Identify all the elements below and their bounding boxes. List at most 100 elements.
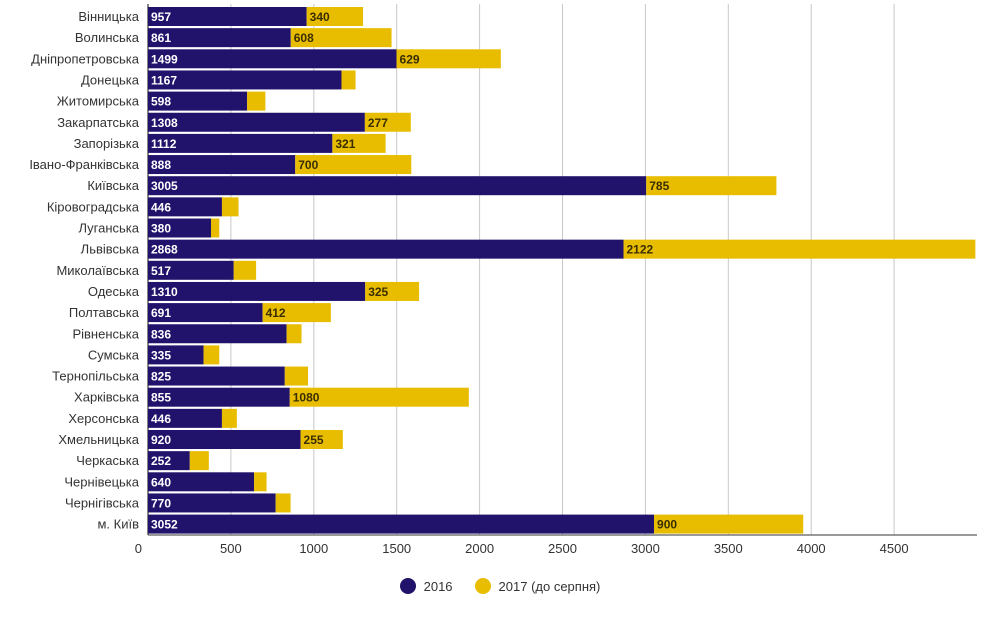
- x-tick-label: 1500: [382, 541, 411, 556]
- bar-2017[interactable]: [341, 70, 356, 90]
- bar-2017[interactable]: [286, 324, 302, 344]
- bar-2017[interactable]: [646, 176, 777, 196]
- legend-swatch-2016: [399, 578, 416, 594]
- category-label: Житомирська: [57, 94, 140, 109]
- data-label-2017: 277: [368, 116, 388, 130]
- data-label-2017: 321: [335, 137, 355, 151]
- bar-2017[interactable]: [289, 387, 469, 407]
- data-label-2017: 900: [657, 518, 677, 532]
- bar-2016[interactable]: [148, 281, 366, 301]
- category-labels: Вінницька Волинська Дніпропетровська Донець…: [29, 9, 139, 532]
- bar-2017[interactable]: [275, 493, 291, 513]
- bar-2017[interactable]: [233, 260, 257, 280]
- bar-2017[interactable]: [284, 366, 308, 386]
- bar-2016[interactable]: [148, 49, 397, 69]
- bar-2016[interactable]: [148, 218, 212, 238]
- bar-2016[interactable]: [148, 70, 342, 90]
- data-label-2016: 517: [151, 264, 171, 278]
- bar-2017[interactable]: [306, 7, 364, 26]
- data-label-2016: 2868: [151, 243, 178, 257]
- data-label-2017: 340: [310, 10, 330, 24]
- data-label-2016: 446: [151, 412, 171, 426]
- bar-2017[interactable]: [203, 345, 220, 365]
- bar-2016[interactable]: [148, 387, 290, 407]
- bar-2016[interactable]: [148, 345, 204, 365]
- category-label: Хмельницька: [58, 432, 139, 447]
- bar-2017[interactable]: [623, 239, 976, 259]
- data-label-2016: 598: [151, 95, 171, 109]
- legend-label-2017: 2017 (до серпня): [498, 578, 601, 594]
- data-label-2016: 770: [151, 496, 171, 510]
- data-label-2016: 957: [151, 10, 171, 24]
- bar-2016[interactable]: [148, 7, 307, 26]
- legend-item-2016[interactable]: 2016: [399, 578, 453, 594]
- bar-2016[interactable]: [148, 239, 624, 259]
- data-label-2016: 861: [151, 31, 171, 45]
- data-label-2017: 785: [649, 179, 669, 193]
- bar-2016[interactable]: [148, 28, 291, 48]
- bar-2016[interactable]: [148, 133, 333, 153]
- category-label: Тернопільська: [52, 369, 140, 384]
- data-label-2016: 691: [151, 306, 171, 320]
- stacked-bar-chart: Вінницька Волинська Дніпропетровська Донець…: [29, 4, 977, 556]
- category-label: Київська: [87, 178, 139, 193]
- bar-2016[interactable]: [148, 472, 255, 492]
- data-label-2017: 700: [298, 158, 318, 172]
- bar-2016[interactable]: [148, 197, 222, 217]
- bar-2016[interactable]: [148, 451, 190, 471]
- legend-item-2017[interactable]: 2017 (до серпня): [474, 578, 601, 594]
- bar-2016[interactable]: [148, 408, 222, 428]
- bar-2017[interactable]: [211, 218, 220, 238]
- bar-2016[interactable]: [148, 324, 287, 344]
- bar-2017[interactable]: [300, 430, 343, 449]
- bar-2016[interactable]: [148, 91, 248, 111]
- bar-2017[interactable]: [295, 155, 412, 175]
- data-label-2017: 412: [266, 306, 286, 320]
- bar-2016[interactable]: [148, 366, 285, 386]
- bar-2017[interactable]: [654, 514, 804, 534]
- data-label-2016: 1499: [151, 52, 178, 66]
- bar-2017[interactable]: [262, 303, 331, 323]
- category-label: Львівська: [81, 242, 140, 257]
- x-tick-label: 2000: [465, 541, 494, 556]
- data-label-2017: 255: [304, 433, 324, 447]
- data-label-2016: 855: [151, 391, 171, 405]
- bar-2016[interactable]: [148, 260, 234, 280]
- category-label: Волинська: [75, 30, 140, 45]
- bar-2016[interactable]: [148, 176, 647, 196]
- x-tick-label: 500: [220, 541, 242, 556]
- data-label-2017: 325: [368, 285, 388, 299]
- category-label: Сумська: [88, 347, 140, 362]
- bar-2016[interactable]: [148, 514, 655, 534]
- category-label: Одеська: [88, 284, 140, 299]
- bar-2017[interactable]: [254, 472, 267, 492]
- legend-swatch-2017: [474, 578, 491, 594]
- legend-label-2016: 2016: [423, 578, 453, 594]
- data-label-2016: 1310: [151, 285, 178, 299]
- category-label: Харківська: [74, 390, 140, 405]
- category-label: Рівненська: [72, 326, 139, 341]
- data-label-2016: 825: [151, 370, 171, 384]
- bar-2017[interactable]: [396, 49, 501, 69]
- category-label: Чернівецька: [64, 474, 139, 489]
- bar-2016[interactable]: [148, 112, 365, 132]
- x-tick-label: 0: [135, 541, 142, 556]
- category-label: Чернігівська: [65, 495, 140, 510]
- bar-2017[interactable]: [364, 112, 411, 132]
- x-tick-label: 3000: [631, 541, 660, 556]
- bar-2016[interactable]: [148, 430, 301, 449]
- data-label-2017: 2122: [627, 243, 654, 257]
- bar-2017[interactable]: [221, 197, 239, 217]
- category-label: Миколаївська: [56, 263, 139, 278]
- bar-2016[interactable]: [148, 155, 296, 175]
- bar-2017[interactable]: [290, 28, 392, 48]
- category-label: Івано-Франківська: [29, 157, 139, 172]
- bar-2016[interactable]: [148, 493, 276, 513]
- bar-2017[interactable]: [332, 133, 386, 153]
- category-label: Черкаська: [76, 453, 140, 468]
- bar-2017[interactable]: [189, 451, 209, 471]
- bar-2017[interactable]: [247, 91, 266, 111]
- bar-2016[interactable]: [148, 303, 263, 323]
- bar-2017[interactable]: [221, 408, 237, 428]
- bar-2017[interactable]: [365, 281, 420, 301]
